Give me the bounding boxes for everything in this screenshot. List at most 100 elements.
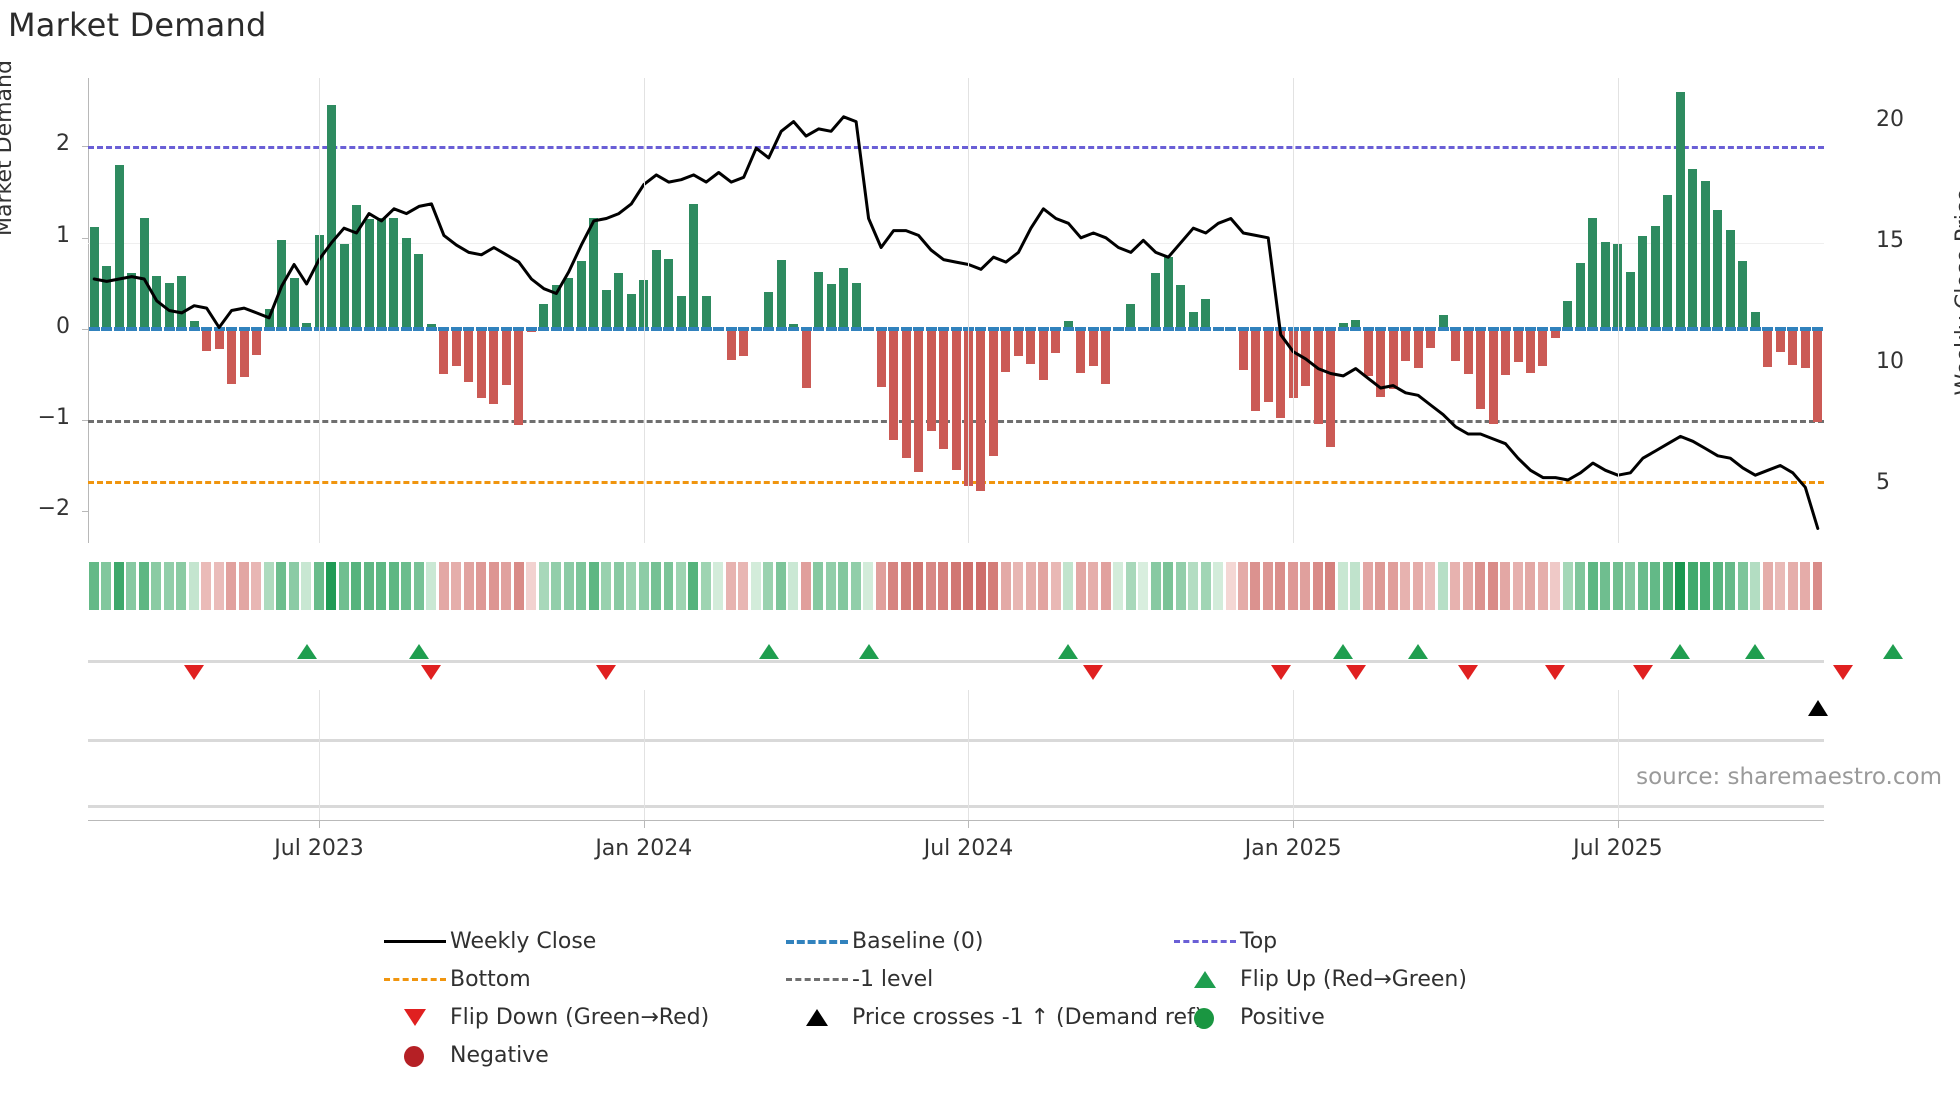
baseline-tick bbox=[151, 326, 163, 331]
baseline-tick bbox=[1300, 326, 1312, 331]
left-axis-line bbox=[88, 78, 89, 543]
legend-item[interactable]: Negative bbox=[380, 1036, 549, 1074]
legend-item[interactable]: -1 level bbox=[782, 960, 933, 998]
heat-cell bbox=[163, 562, 174, 610]
heat-cell bbox=[176, 562, 187, 610]
heat-cell bbox=[1425, 562, 1436, 610]
flip-down-marker bbox=[1270, 665, 1291, 680]
heat-cell bbox=[738, 562, 749, 610]
baseline-tick bbox=[1462, 326, 1474, 331]
baseline-tick bbox=[913, 326, 925, 331]
heat-cell bbox=[426, 562, 437, 610]
heat-cell bbox=[1275, 562, 1286, 610]
baseline-tick bbox=[1400, 326, 1412, 331]
x-tick-mark bbox=[1617, 820, 1619, 828]
heat-cell bbox=[875, 562, 886, 610]
legend-item[interactable]: Weekly Close bbox=[380, 922, 596, 960]
heat-cell bbox=[1412, 562, 1423, 610]
y-tick-label-left: 1 bbox=[56, 222, 70, 248]
heat-cell bbox=[1487, 562, 1498, 610]
legend-item[interactable]: Positive bbox=[1170, 998, 1325, 1036]
bar-negative bbox=[202, 328, 212, 351]
heat-cell bbox=[1113, 562, 1124, 610]
heat-cell bbox=[775, 562, 786, 610]
baseline-tick bbox=[663, 326, 675, 331]
bar-negative bbox=[514, 328, 524, 426]
bar-positive bbox=[177, 275, 187, 329]
heat-cell bbox=[1500, 562, 1511, 610]
legend-label: Positive bbox=[1240, 1004, 1325, 1030]
bar-negative bbox=[1413, 328, 1423, 368]
baseline-tick bbox=[1350, 326, 1362, 331]
baseline-tick bbox=[1787, 326, 1799, 331]
heat-cell bbox=[563, 562, 574, 610]
bar-positive bbox=[426, 324, 436, 329]
heat-cell bbox=[1750, 562, 1761, 610]
legend-item[interactable]: Price crosses -1 ↑ (Demand ref) bbox=[782, 998, 1203, 1036]
bar-negative bbox=[239, 328, 249, 378]
heat-cell bbox=[925, 562, 936, 610]
bar-positive bbox=[352, 204, 362, 329]
baseline-tick bbox=[850, 326, 862, 331]
bar-negative bbox=[501, 328, 511, 386]
bar-negative bbox=[1276, 328, 1286, 419]
heat-cell bbox=[675, 562, 686, 610]
bar-negative bbox=[1763, 328, 1773, 368]
bar-negative bbox=[951, 328, 961, 471]
bar-positive bbox=[576, 261, 586, 329]
x-tick-label: Jul 2023 bbox=[274, 836, 364, 861]
baseline-tick bbox=[201, 326, 213, 331]
baseline-tick bbox=[1387, 326, 1399, 331]
bar-negative bbox=[1388, 328, 1398, 389]
baseline-tick bbox=[987, 326, 999, 331]
bar-positive bbox=[564, 277, 574, 329]
heat-cell bbox=[501, 562, 512, 610]
legend-item[interactable]: Flip Up (Red→Green) bbox=[1170, 960, 1467, 998]
bar-positive bbox=[1738, 261, 1748, 329]
bar-positive bbox=[689, 203, 699, 329]
baseline-tick bbox=[363, 326, 375, 331]
legend-item[interactable]: Bottom bbox=[380, 960, 531, 998]
heat-cell bbox=[1100, 562, 1111, 610]
legend-symbol bbox=[782, 960, 852, 998]
bar-positive bbox=[1588, 218, 1598, 329]
x-tick-label: Jan 2025 bbox=[1244, 836, 1342, 861]
baseline-tick bbox=[1537, 326, 1549, 331]
baseline-tick bbox=[1375, 326, 1387, 331]
baseline-tick bbox=[563, 326, 575, 331]
heat-cell bbox=[1512, 562, 1523, 610]
legend-item[interactable]: Top bbox=[1170, 922, 1277, 960]
bar-negative bbox=[914, 328, 924, 472]
flip-down-marker bbox=[596, 665, 617, 680]
baseline-tick bbox=[1637, 326, 1649, 331]
baseline-tick bbox=[713, 326, 725, 331]
bar-positive bbox=[1201, 298, 1211, 329]
flip-up-marker bbox=[858, 644, 879, 659]
bar-positive bbox=[289, 277, 299, 329]
baseline-tick bbox=[1125, 326, 1137, 331]
bar-negative bbox=[739, 328, 749, 357]
baseline-tick bbox=[1362, 326, 1374, 331]
baseline-tick bbox=[500, 326, 512, 331]
bar-negative bbox=[1476, 328, 1486, 409]
heat-cell bbox=[138, 562, 149, 610]
heat-cell bbox=[626, 562, 637, 610]
legend-item[interactable]: Flip Down (Green→Red) bbox=[380, 998, 709, 1036]
bar-positive bbox=[389, 217, 399, 329]
heat-cell bbox=[1562, 562, 1573, 610]
baseline-tick bbox=[388, 326, 400, 331]
bar-positive bbox=[189, 321, 199, 329]
baseline-tick bbox=[1237, 326, 1249, 331]
heat-cell bbox=[1587, 562, 1598, 610]
y-tick-label-left: −1 bbox=[37, 404, 70, 430]
legend-symbol bbox=[782, 998, 852, 1036]
bar-positive bbox=[1600, 242, 1610, 329]
baseline-tick bbox=[263, 326, 275, 331]
legend-label: Flip Down (Green→Red) bbox=[450, 1004, 710, 1030]
heat-cell bbox=[538, 562, 549, 610]
bar-negative bbox=[1526, 328, 1535, 374]
baseline-tick bbox=[1037, 326, 1049, 331]
heat-cell bbox=[1050, 562, 1061, 610]
legend-item[interactable]: Baseline (0) bbox=[782, 922, 983, 960]
y-tick-label-right: 10 bbox=[1876, 348, 1904, 374]
